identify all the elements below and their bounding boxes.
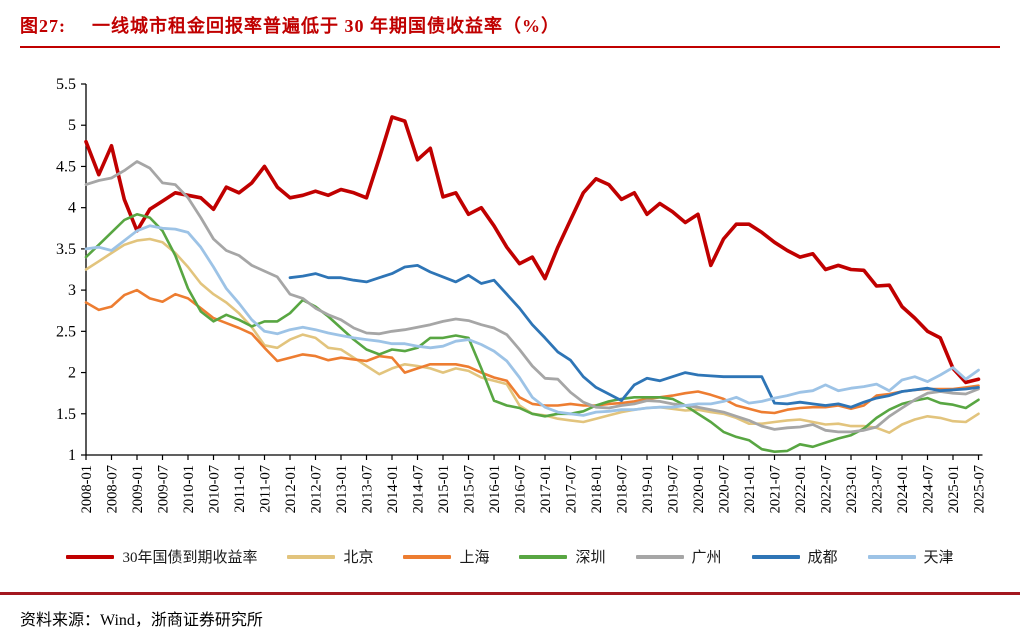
legend-item-tianjin: 天津 (867, 546, 954, 567)
legend-label-cgb-30y: 30年国债到期收益率 (122, 550, 258, 566)
x-tick-label: 2010-07 (207, 465, 223, 513)
x-tick-label: 2009-01 (130, 465, 146, 513)
x-tick-label: 2023-07 (870, 465, 886, 513)
x-tick-label: 2018-07 (615, 465, 631, 513)
x-tick-label: 2025-01 (946, 465, 962, 513)
legend-swatch-guangzhou (635, 554, 684, 559)
figure-label: 图27: (20, 16, 66, 36)
legend-swatch-cgb-30y (66, 554, 115, 559)
legend-label-chengdu: 成都 (807, 550, 838, 566)
legend-label-guangzhou: 广州 (691, 550, 722, 566)
legend-label-tianjin: 天津 (923, 550, 954, 566)
x-tick-label: 2020-07 (717, 465, 733, 513)
legend-label-shenzhen: 深圳 (575, 550, 606, 566)
x-tick-label: 2008-07 (105, 465, 121, 513)
legend-item-cgb-30y: 30年国债到期收益率 (66, 546, 257, 567)
header-rule (20, 46, 1000, 48)
x-tick-label: 2024-07 (921, 465, 937, 513)
legend-item-chengdu: 成都 (751, 546, 838, 567)
x-tick-label: 2019-07 (666, 465, 682, 513)
x-tick-label: 2013-01 (334, 465, 350, 513)
series-line-guangzhou (84, 160, 980, 434)
legend-item-shenzhen: 深圳 (519, 546, 606, 567)
chart-area: 1 1.5 2 2.5 3 3.5 4 4.5 5 5.5 2008-01 2008-07 2009-0… (0, 50, 1020, 540)
x-tick-label: 2018-01 (589, 465, 605, 513)
y-tick-label: 3 (68, 282, 76, 299)
series-line-cgb-30y (84, 115, 981, 385)
x-tick-label: 2009-07 (156, 465, 172, 513)
x-tick-label: 2010-01 (181, 465, 197, 513)
x-tick-label: 2025-07 (972, 465, 988, 513)
chart-canvas: 1 1.5 2 2.5 3 3.5 4 4.5 5 5.5 2008-01 2008-07 2009-0… (56, 76, 988, 513)
y-tick-label: 5 (68, 117, 76, 134)
legend-item-guangzhou: 广州 (635, 546, 722, 567)
series-line-chengdu (288, 264, 980, 409)
x-tick-label: 2021-01 (742, 465, 758, 513)
footer-rule (0, 592, 1020, 595)
x-tick-label: 2022-01 (793, 465, 809, 513)
x-tick-label: 2011-01 (232, 465, 248, 513)
y-tick-label: 2 (68, 365, 76, 382)
figure-title: 一线城市租金回报率普遍低于 30 年期国债收益率（%） (92, 16, 560, 36)
x-tick-label: 2016-07 (513, 465, 529, 513)
x-tick-label: 2011-07 (258, 465, 274, 513)
legend-label-shanghai: 上海 (459, 550, 490, 566)
x-tick-label: 2022-07 (819, 465, 835, 513)
x-tick-label: 2014-01 (385, 465, 401, 513)
x-tick-label: 2015-01 (436, 465, 452, 513)
x-tick-label: 2017-01 (538, 465, 554, 513)
x-tick-label: 2019-01 (640, 465, 656, 513)
x-tick-label: 2008-01 (79, 465, 95, 513)
y-tick-label: 3.5 (56, 241, 76, 258)
legend-swatch-tianjin (867, 554, 916, 559)
x-tick-label: 2021-07 (768, 465, 784, 513)
legend-swatch-shenzhen (519, 554, 568, 559)
x-tick-label: 2023-01 (844, 465, 860, 513)
legend-item-beijing: 北京 (287, 546, 373, 567)
legend-label-beijing: 北京 (343, 550, 374, 566)
x-tick-label: 2012-07 (309, 465, 325, 513)
legend-swatch-chengdu (751, 554, 800, 559)
figure-header: 图27: 一线城市租金回报率普遍低于 30 年期国债收益率（%） (20, 12, 1000, 38)
x-tick-label: 2013-07 (360, 465, 376, 513)
legend-item-shanghai: 上海 (403, 546, 489, 567)
x-tick-label: 2024-01 (895, 465, 911, 513)
x-tick-label: 2015-07 (462, 465, 478, 513)
legend-swatch-shanghai (403, 554, 452, 559)
y-tick-label: 4.5 (56, 158, 76, 175)
chart-legend: 30年国债到期收益率 北京 上海 深圳 广州 成都 天津 (0, 546, 1020, 567)
legend-swatch-beijing (287, 554, 336, 559)
y-tick-label: 4 (68, 200, 76, 217)
y-tick-label: 1 (68, 447, 76, 464)
series-line-shenzhen (84, 213, 980, 453)
x-tick-label: 2017-07 (564, 465, 580, 513)
y-tick-label: 5.5 (56, 76, 76, 93)
series-line-tianjin (84, 224, 980, 417)
y-tick-label: 1.5 (56, 406, 76, 423)
x-tick-label: 2012-01 (283, 465, 299, 513)
series-line-shanghai (84, 288, 980, 415)
x-tick-label: 2014-07 (411, 465, 427, 513)
x-tick-label: 2016-01 (487, 465, 503, 513)
source-note: 资料来源：Wind，浙商证券研究所 (20, 612, 263, 629)
y-tick-label: 2.5 (56, 323, 76, 340)
x-tick-label: 2020-01 (691, 465, 707, 513)
